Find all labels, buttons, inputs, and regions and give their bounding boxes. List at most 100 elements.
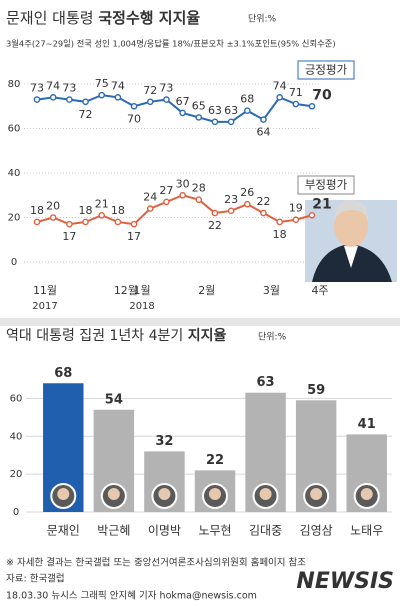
point xyxy=(227,207,235,215)
point xyxy=(308,102,316,110)
avatar-face xyxy=(360,488,373,500)
x-tick-label: 1월 xyxy=(133,284,150,297)
y-tick-label: 60 xyxy=(8,124,21,135)
point xyxy=(98,91,106,99)
avatar-face xyxy=(209,488,221,500)
data-label: 18 xyxy=(30,204,44,217)
data-label: 17 xyxy=(127,230,141,243)
data-label: 28 xyxy=(192,182,206,195)
y-tick-label: 40 xyxy=(10,431,23,442)
x-tick-label: 김대중 xyxy=(249,524,282,538)
y-tick-label: 0 xyxy=(11,257,17,268)
point xyxy=(260,209,267,217)
point xyxy=(292,216,300,224)
data-label: 17 xyxy=(62,230,76,243)
unit: 단위:% xyxy=(248,14,277,25)
point xyxy=(211,118,219,126)
y-tick-label: 20 xyxy=(10,469,23,480)
data-label: 18 xyxy=(273,228,287,241)
chart-title: 문재인 대통령 국정수행 지지율 xyxy=(6,9,200,27)
data-label: 73 xyxy=(62,82,76,95)
portrait xyxy=(305,199,397,282)
x-tick-label: 이명박 xyxy=(148,524,181,538)
data-label: 70 xyxy=(312,87,332,103)
point xyxy=(130,220,138,228)
data-label: 19 xyxy=(289,202,303,215)
x-tick-label: 노태우 xyxy=(350,524,383,538)
point xyxy=(292,100,300,108)
data-label: 54 xyxy=(105,392,123,407)
data-label: 65 xyxy=(192,99,206,112)
data-label: 32 xyxy=(155,434,173,449)
point xyxy=(243,107,251,114)
point xyxy=(114,94,122,101)
title-emphasis: 국정수행 지지율 xyxy=(98,9,200,27)
data-label: 73 xyxy=(30,82,44,95)
point xyxy=(49,94,57,101)
point xyxy=(243,200,251,208)
point xyxy=(146,205,154,212)
data-label: 68 xyxy=(54,366,72,381)
point xyxy=(130,102,138,110)
data-label: 63 xyxy=(224,104,238,117)
point xyxy=(49,214,57,221)
avatar-face xyxy=(57,488,70,500)
x-tick-label: 문재인 xyxy=(47,524,80,538)
point xyxy=(82,218,89,226)
data-label: 72 xyxy=(143,84,157,97)
title-part: 문재인 대통령 xyxy=(6,9,94,27)
avatar-face xyxy=(310,488,323,500)
legend-label: 긍정평가 xyxy=(305,63,348,77)
note: ※ 자세한 결과는 한국갤럽 또는 중앙선거여론조사심의위원회 홈페이지 참조 xyxy=(6,557,306,569)
point xyxy=(276,94,283,101)
chart-title: 역대 대통령 집권 1년차 4분기 지지율 xyxy=(6,327,227,344)
x-tick-label: 노무현 xyxy=(198,524,231,538)
legend-box xyxy=(297,175,355,195)
source: 자료: 한국갤럽 xyxy=(6,573,65,585)
data-label: 23 xyxy=(224,193,238,206)
data-label: 75 xyxy=(95,77,109,90)
data-label: 70 xyxy=(127,112,141,125)
data-label: 27 xyxy=(159,184,173,197)
data-label: 64 xyxy=(256,126,270,139)
x-tick-label: 박근혜 xyxy=(97,524,130,538)
x-tick-label: 김영삼 xyxy=(300,524,333,538)
separator xyxy=(0,318,400,326)
data-label: 20 xyxy=(46,200,60,213)
point xyxy=(308,211,316,219)
data-label: 72 xyxy=(79,108,93,121)
y-tick-label: 20 xyxy=(8,213,21,224)
legend-label: 부정평가 xyxy=(305,178,348,192)
point xyxy=(146,98,154,106)
point xyxy=(114,218,122,226)
x-tick-label: 2월 xyxy=(198,284,215,297)
data-label: 22 xyxy=(256,195,270,208)
data-label: 22 xyxy=(206,453,224,468)
point xyxy=(195,114,203,121)
data-label: 74 xyxy=(46,79,60,92)
x-tick-label: 3월 xyxy=(263,284,280,297)
data-label: 21 xyxy=(312,196,331,212)
y-tick-label: 40 xyxy=(8,168,21,179)
data-label: 74 xyxy=(111,79,125,92)
credit: 18.03.30 뉴시스 그래픽 안지혜 기자 hokma@newsis.com xyxy=(6,590,257,602)
point xyxy=(66,220,73,228)
point xyxy=(227,118,235,126)
data-label: 18 xyxy=(79,204,93,217)
point xyxy=(179,191,186,199)
legend-box xyxy=(297,60,355,80)
data-label: 71 xyxy=(289,86,303,99)
x-tick-label: 12월 xyxy=(114,284,138,297)
avatar-face xyxy=(259,488,272,500)
point xyxy=(211,209,219,217)
x-year-label: 2018 xyxy=(129,301,154,312)
data-label: 18 xyxy=(111,204,125,217)
data-label: 21 xyxy=(95,197,109,210)
x-tick-label: 11월 xyxy=(33,284,57,297)
y-tick-label: 60 xyxy=(10,393,23,404)
point xyxy=(82,98,89,106)
point xyxy=(179,109,186,117)
avatar-face xyxy=(158,488,171,500)
title-emphasis: 지지율 xyxy=(188,327,227,344)
